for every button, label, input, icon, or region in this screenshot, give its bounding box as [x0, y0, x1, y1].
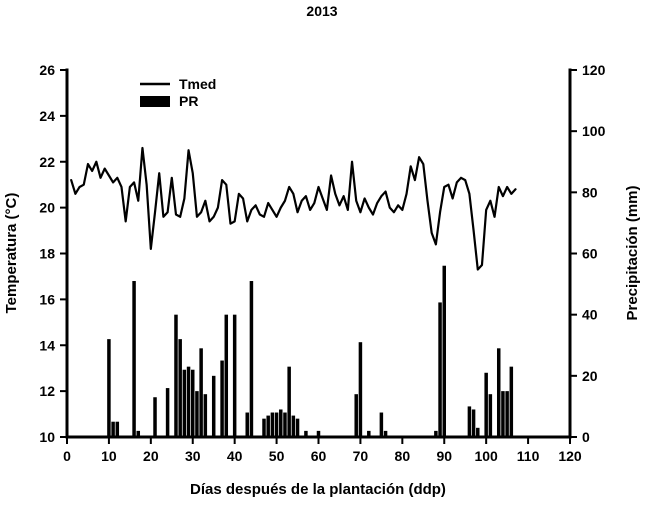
precipitation-bar — [191, 369, 195, 437]
x-tick-label: 60 — [311, 448, 327, 464]
x-tick-label: 10 — [101, 448, 117, 464]
precipitation-bar — [165, 388, 170, 437]
precipitation-bar — [467, 406, 472, 437]
legend-bar-sample — [140, 96, 170, 107]
precipitation-bar — [287, 366, 291, 437]
precipitation-bar — [115, 421, 120, 437]
precipitation-bar — [266, 415, 270, 437]
left-y-axis-label: Temperatura (°C) — [3, 193, 20, 314]
precipitation-bar — [379, 412, 384, 437]
precipitation-bar — [484, 372, 488, 437]
precipitation-bar — [291, 415, 296, 437]
left-y-tick-label: 26 — [39, 62, 55, 78]
left-y-tick-label: 22 — [39, 154, 55, 170]
precipitation-bar — [358, 342, 363, 437]
precipitation-bar — [274, 412, 279, 437]
precipitation-bar — [262, 418, 266, 437]
precipitation-bar — [488, 394, 493, 437]
precipitation-bar — [211, 375, 216, 437]
left-y-tick-label: 20 — [39, 200, 55, 216]
precipitation-bar — [471, 409, 476, 437]
left-y-tick-label: 10 — [39, 429, 55, 445]
right-y-tick-label: 60 — [582, 246, 598, 262]
precipitation-bar — [153, 397, 157, 437]
x-tick-label: 70 — [353, 448, 369, 464]
right-y-tick-label: 80 — [582, 184, 598, 200]
precipitation-bar — [270, 412, 275, 437]
precipitation-bar — [383, 430, 388, 437]
left-y-tick-label: 14 — [39, 337, 55, 353]
axes — [65, 68, 572, 439]
precipitation-bar — [434, 430, 438, 437]
precipitation-bar — [199, 348, 203, 437]
precipitation-bar — [304, 430, 308, 437]
precipitation-bar — [283, 412, 287, 437]
left-y-tick-label: 16 — [39, 291, 55, 307]
precipitation-bar — [220, 360, 224, 437]
precipitation-bar — [174, 314, 178, 437]
precipitation-bar — [496, 348, 501, 437]
x-tick-label: 90 — [436, 448, 452, 464]
right-y-tick-label: 0 — [582, 429, 590, 445]
precipitation-bar — [501, 391, 505, 438]
x-tick-label: 0 — [63, 448, 71, 464]
x-tick-label: 110 — [517, 448, 540, 464]
temperature-line-path — [70, 146, 517, 271]
left-y-tick-label: 18 — [39, 246, 55, 262]
precipitation-bar — [203, 394, 208, 437]
right-y-axis-label: Precipitación (mm) — [624, 185, 641, 320]
left-y-tick-label: 12 — [39, 383, 55, 399]
right-y-tick-label: 40 — [582, 307, 598, 323]
precipitation-bar — [476, 427, 480, 437]
precipitation-bars — [107, 265, 514, 438]
precipitation-bar — [354, 394, 358, 437]
precipitation-bar — [178, 339, 182, 437]
x-axis-label: Días después de la plantación (ddp) — [190, 481, 446, 498]
precipitation-bar — [442, 265, 446, 437]
x-tick-label: 80 — [395, 448, 411, 464]
precipitation-bar — [295, 418, 300, 437]
chart-title: 2013 — [306, 3, 337, 19]
precipitation-bar — [249, 281, 254, 437]
precipitation-bar — [195, 391, 199, 438]
precipitation-bar — [182, 369, 187, 437]
precipitation-bar — [505, 391, 509, 438]
x-tick-label: 100 — [474, 448, 498, 464]
precipitation-bar — [111, 421, 115, 437]
precipitation-bar — [279, 409, 283, 437]
x-tick-label: 120 — [558, 448, 582, 464]
right-y-tick-label: 120 — [582, 62, 606, 78]
x-tick-label: 20 — [143, 448, 159, 464]
precipitation-bar — [132, 281, 136, 437]
precipitation-bar — [245, 412, 249, 437]
temperature-line — [70, 146, 517, 271]
precipitation-bar — [509, 366, 514, 437]
x-tick-label: 40 — [227, 448, 243, 464]
precipitation-bar — [316, 430, 321, 437]
precipitation-bar — [367, 430, 371, 437]
legend-label-tmed: Tmed — [179, 76, 216, 92]
x-tick-label: 30 — [185, 448, 201, 464]
tick-marks-and-labels: 0 10 20 30 40 50 60 70 80 90 100 110 120 10 12 14 16 18 20… — [39, 62, 605, 464]
right-y-tick-label: 20 — [582, 368, 598, 384]
precipitation-bar — [438, 302, 442, 437]
right-y-tick-label: 100 — [582, 123, 606, 139]
precipitation-bar — [224, 314, 229, 437]
x-tick-label: 50 — [269, 448, 285, 464]
precipitation-bar — [186, 366, 191, 437]
legend-label-pr: PR — [179, 93, 198, 109]
precipitation-bar — [232, 314, 237, 437]
precipitation-bar — [107, 339, 111, 437]
left-y-tick-label: 24 — [39, 108, 55, 124]
precipitation-bar — [136, 430, 141, 437]
